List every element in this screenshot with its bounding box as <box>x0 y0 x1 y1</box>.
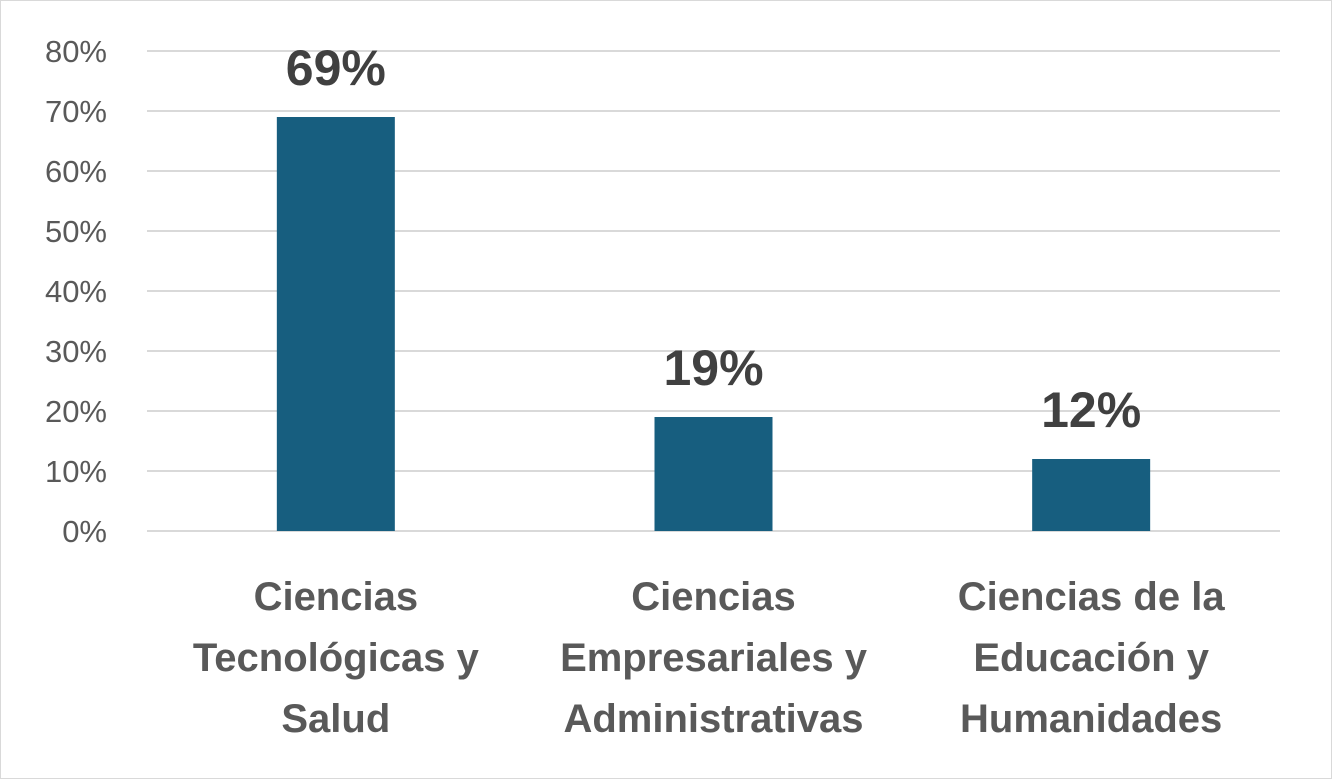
x-category-label: Ciencias de la <box>958 575 1226 619</box>
y-tick-label: 40% <box>45 274 107 309</box>
data-label: 12% <box>1041 382 1141 438</box>
y-tick-label: 10% <box>45 454 107 489</box>
x-category-label: Ciencias <box>631 575 796 619</box>
y-tick-label: 70% <box>45 94 107 129</box>
x-category-label: Salud <box>281 697 390 741</box>
x-category-label: Administrativas <box>563 697 863 741</box>
data-label: 69% <box>286 40 386 96</box>
bar <box>1032 459 1151 531</box>
y-tick-label: 60% <box>45 154 107 189</box>
x-category-label: Ciencias <box>254 575 419 619</box>
x-category-label: Educación y <box>973 636 1209 680</box>
bar <box>276 117 395 531</box>
x-category-label: Empresariales y <box>560 636 868 680</box>
y-tick-label: 50% <box>45 214 107 249</box>
y-tick-label: 30% <box>45 334 107 369</box>
y-tick-label: 20% <box>45 394 107 429</box>
x-category-label: Tecnológicas y <box>193 636 480 680</box>
y-tick-label: 80% <box>45 34 107 69</box>
y-tick-label: 0% <box>62 514 107 549</box>
data-label: 19% <box>663 340 763 396</box>
x-category-label: Humanidades <box>960 697 1222 741</box>
bar <box>654 417 773 531</box>
